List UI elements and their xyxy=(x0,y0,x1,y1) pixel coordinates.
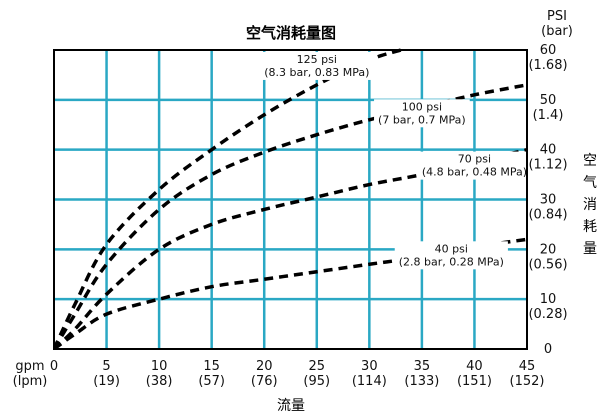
y-tick-labels: 0 10(0.28) 20(0.56) 30(0.84) 40(1.12) 50(1.4)… xyxy=(528,43,567,357)
y-axis-label-char: 量 xyxy=(583,241,597,257)
x-tick-label: 25 xyxy=(309,359,326,374)
series-name: 100 psi xyxy=(402,100,442,113)
y-axis-label: 空气消耗量 xyxy=(583,153,597,257)
series-line-1 xyxy=(54,83,527,349)
y-tick-label: 40 xyxy=(540,143,557,158)
x-axis-label: 流量 xyxy=(277,398,305,414)
x-tick-sublabel: (57) xyxy=(198,374,225,389)
y-axis-label-char: 气 xyxy=(583,175,597,191)
x-tick-label: 0 xyxy=(50,359,58,374)
x-tick-label: 15 xyxy=(203,359,220,374)
y-axis-label-char: 消 xyxy=(583,197,597,213)
series-line-2 xyxy=(54,147,527,349)
x-tick-sublabel: (114) xyxy=(352,374,387,389)
y-tick-label: 30 xyxy=(540,193,557,208)
series-detail: (7 bar, 0.7 MPa) xyxy=(378,113,466,126)
y-tick-sublabel: (0.28) xyxy=(528,307,567,322)
y-unit-secondary: (bar) xyxy=(541,24,573,39)
series-label-1: 100 psi(7 bar, 0.7 MPa) xyxy=(374,99,470,128)
series-labels: 125 psi(8.3 bar, 0.83 MPa)100 psi(7 bar,… xyxy=(260,51,532,270)
x-tick-sublabel: (76) xyxy=(251,374,278,389)
plot-frame xyxy=(53,49,528,350)
x-tick-label: 10 xyxy=(151,359,168,374)
y-tick-sublabel: (1.68) xyxy=(528,58,567,73)
x-tick-label: 20 xyxy=(256,359,273,374)
series-detail: (4.8 bar, 0.48 MPa) xyxy=(422,166,527,179)
series-name: 125 psi xyxy=(297,53,337,66)
x-tick-sublabel: (152) xyxy=(510,374,545,389)
x-unit-primary: gpm xyxy=(15,359,44,374)
y-axis-label-char: 耗 xyxy=(583,219,597,235)
grid xyxy=(54,50,527,349)
series-detail: (2.8 bar, 0.28 MPa) xyxy=(399,255,504,268)
x-tick-label: 5 xyxy=(102,359,110,374)
chart-title: 空气消耗量图 xyxy=(246,24,336,42)
x-tick-label: 45 xyxy=(519,359,536,374)
y-tick-sublabel: (0.84) xyxy=(528,208,567,223)
y-tick-sublabel: (0.56) xyxy=(528,257,567,272)
series-detail: (8.3 bar, 0.83 MPa) xyxy=(264,66,369,79)
x-unit-secondary: (lpm) xyxy=(13,374,48,389)
series-label-3: 40 psi(2.8 bar, 0.28 MPa) xyxy=(394,241,508,270)
x-tick-label: 30 xyxy=(361,359,378,374)
series-label-0: 125 psi(8.3 bar, 0.83 MPa) xyxy=(260,51,374,80)
x-tick-labels: 0 5(19)10(38)15(57)20(76)25(95)30(114)35(… xyxy=(50,359,545,389)
y-axis-label-char: 空 xyxy=(583,153,597,169)
y-tick-label: 0 xyxy=(544,342,552,357)
y-tick-label: 10 xyxy=(540,292,557,307)
x-tick-sublabel: (38) xyxy=(146,374,173,389)
x-tick-label: 35 xyxy=(414,359,431,374)
x-tick-sublabel: (19) xyxy=(93,374,120,389)
x-tick-sublabel: (95) xyxy=(303,374,330,389)
y-tick-label: 50 xyxy=(540,93,557,108)
y-unit-primary: PSI xyxy=(547,9,567,24)
x-tick-label: 40 xyxy=(466,359,483,374)
y-tick-label: 20 xyxy=(540,242,557,257)
series-line-3 xyxy=(54,237,527,349)
series-label-2: 70 psi(4.8 bar, 0.48 MPa) xyxy=(417,151,532,180)
series-name: 70 psi xyxy=(458,153,491,166)
y-tick-sublabel: (1.12) xyxy=(528,158,567,173)
y-tick-label: 60 xyxy=(540,43,557,58)
series-name: 40 psi xyxy=(435,242,468,255)
x-tick-sublabel: (133) xyxy=(404,374,439,389)
y-tick-sublabel: (1.4) xyxy=(533,108,564,123)
x-tick-sublabel: (151) xyxy=(457,374,492,389)
